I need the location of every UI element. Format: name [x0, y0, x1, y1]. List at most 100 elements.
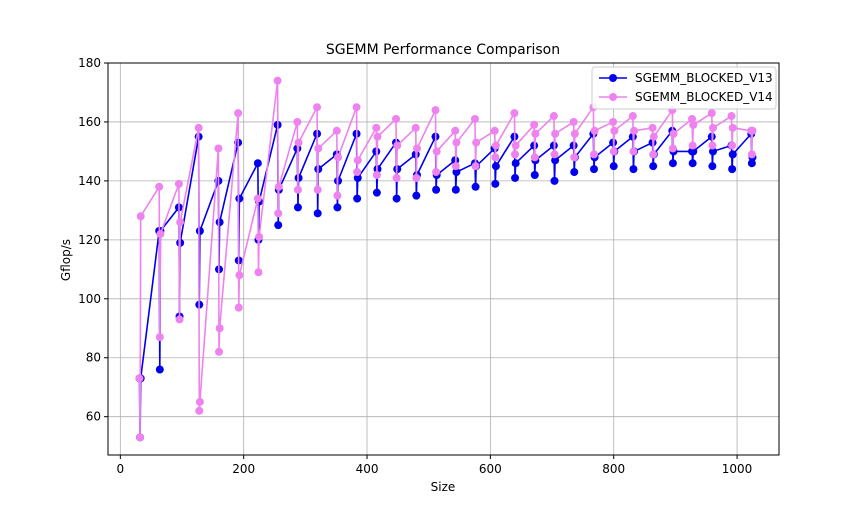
data-point — [333, 191, 342, 200]
x-axis-label: Size — [431, 480, 456, 494]
data-point — [194, 123, 203, 132]
data-point — [314, 144, 323, 153]
data-point — [511, 150, 520, 159]
legend-label-v14: SGEMM_BLOCKED_V14 — [635, 90, 773, 104]
data-point — [313, 103, 322, 112]
data-point — [510, 109, 519, 118]
y-tick-label: 160 — [78, 115, 101, 129]
data-point — [649, 162, 658, 171]
data-point — [727, 112, 736, 121]
data-point — [689, 120, 698, 129]
x-tick-label: 1000 — [722, 462, 753, 476]
data-point — [609, 117, 618, 126]
data-point — [215, 347, 224, 356]
y-axis: 60 80 100 120 140 160 180 — [78, 56, 108, 424]
data-point — [174, 179, 183, 188]
data-point — [235, 271, 244, 280]
data-point — [669, 129, 678, 138]
data-point — [748, 126, 757, 135]
data-point — [689, 147, 698, 156]
data-point — [728, 141, 737, 150]
data-point — [511, 141, 520, 150]
data-point — [471, 162, 480, 171]
data-point — [412, 191, 421, 200]
data-point — [451, 185, 460, 194]
data-point — [470, 115, 479, 123]
data-point — [234, 109, 243, 118]
data-point — [490, 126, 499, 135]
data-point — [155, 333, 164, 342]
data-point — [590, 126, 599, 135]
data-point — [234, 303, 243, 312]
data-point — [353, 156, 362, 165]
data-point — [550, 150, 559, 159]
data-point — [511, 173, 520, 182]
x-axis: 0 200 400 600 800 1000 — [117, 455, 753, 476]
data-point — [589, 150, 598, 159]
data-point — [274, 182, 283, 191]
data-point — [432, 168, 441, 177]
data-point — [708, 162, 717, 171]
data-point — [708, 141, 717, 150]
legend-marker-v13 — [609, 74, 617, 82]
data-point — [630, 126, 639, 135]
x-tick-label: 0 — [117, 462, 125, 476]
data-point — [551, 156, 560, 165]
data-point — [293, 185, 302, 194]
data-point — [432, 147, 441, 156]
data-point — [353, 173, 362, 182]
chart-title: SGEMM Performance Comparison — [326, 42, 560, 58]
data-point — [629, 147, 638, 156]
data-point — [373, 132, 382, 141]
data-point — [531, 129, 540, 138]
data-point — [709, 147, 718, 156]
data-point — [195, 406, 204, 415]
data-point — [372, 123, 381, 132]
data-point — [628, 112, 637, 121]
data-point — [728, 165, 737, 174]
data-point — [253, 159, 262, 168]
data-point — [589, 165, 598, 174]
data-point — [332, 126, 341, 135]
data-point — [215, 218, 224, 227]
data-point — [176, 218, 185, 227]
data-point — [688, 141, 697, 150]
data-point — [214, 144, 223, 153]
data-point — [334, 153, 343, 162]
x-tick-label: 200 — [232, 462, 255, 476]
data-point — [707, 109, 716, 118]
data-point — [688, 159, 697, 168]
data-point — [511, 159, 520, 168]
data-point — [273, 76, 282, 85]
data-point — [293, 117, 302, 126]
data-point — [472, 138, 481, 147]
data-point — [136, 212, 145, 221]
data-point — [274, 221, 283, 230]
data-point — [156, 229, 165, 238]
data-point — [491, 179, 500, 188]
data-point — [747, 150, 756, 159]
data-point — [254, 268, 263, 277]
x-tick-label: 800 — [602, 462, 625, 476]
data-point — [491, 153, 500, 162]
legend-box — [591, 66, 777, 110]
data-point — [452, 168, 461, 177]
data-point — [333, 203, 342, 212]
data-point — [353, 194, 362, 203]
data-point — [431, 106, 440, 115]
data-point — [649, 150, 658, 159]
data-point — [393, 141, 402, 150]
data-point — [392, 173, 401, 182]
x-tick-label: 400 — [356, 462, 379, 476]
data-point — [451, 126, 460, 135]
data-point — [570, 129, 579, 138]
data-point — [649, 132, 658, 141]
data-point — [136, 433, 145, 442]
y-tick-label: 140 — [78, 174, 101, 188]
data-point — [353, 168, 362, 177]
data-point — [530, 171, 539, 179]
y-tick-label: 60 — [86, 410, 101, 424]
data-point — [155, 365, 164, 374]
data-point — [530, 120, 539, 129]
